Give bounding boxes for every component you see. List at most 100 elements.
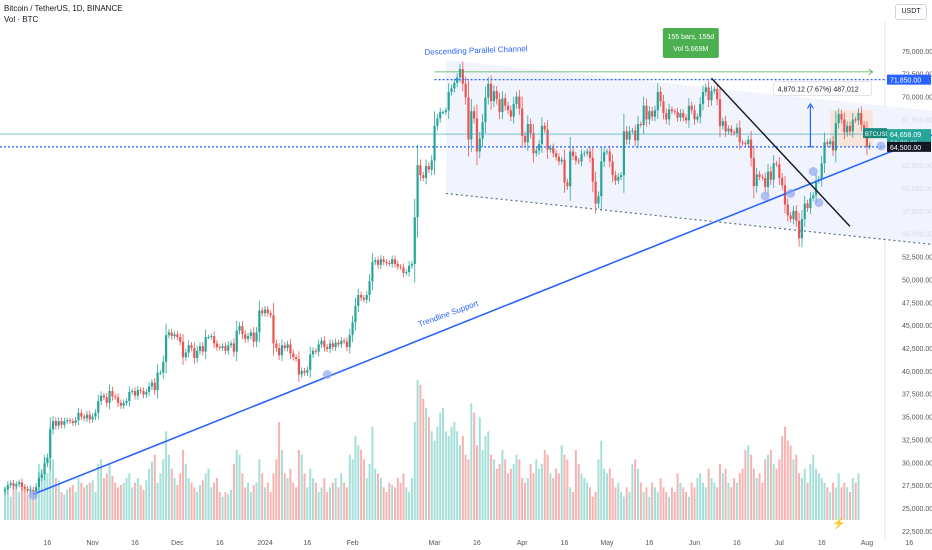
candle: [391, 255, 394, 268]
candle-body: [814, 180, 818, 196]
candle-body: [659, 92, 662, 102]
volume-bar: [297, 450, 300, 520]
volume-bar: [125, 478, 128, 520]
candle: [232, 338, 236, 357]
volume-bar: [26, 494, 29, 520]
candle: [795, 205, 798, 227]
volume-bar: [408, 492, 411, 520]
volume-bar: [772, 464, 775, 520]
candle-body: [608, 151, 611, 162]
candle-body: [495, 91, 498, 100]
candle-body: [566, 182, 569, 187]
candle: [868, 142, 871, 150]
volume-bar: [750, 454, 753, 520]
candle-body: [269, 313, 272, 316]
candle-body: [653, 110, 657, 117]
volume-bar: [52, 459, 55, 520]
volume-bar: [377, 473, 380, 520]
candle: [690, 101, 693, 115]
volume-bar: [49, 426, 52, 520]
candle-body: [597, 196, 600, 204]
volume-bar: [620, 492, 623, 520]
candle-body: [741, 142, 744, 144]
candle: [478, 131, 481, 159]
candle-body: [617, 177, 620, 181]
candle: [865, 121, 869, 156]
volume-bar: [702, 482, 705, 520]
candle-body: [625, 131, 628, 140]
candle: [128, 386, 131, 407]
volume-bar: [676, 473, 679, 520]
candle: [348, 328, 351, 354]
candle: [840, 109, 843, 124]
volume-bar: [179, 473, 182, 520]
candle-body: [441, 112, 445, 114]
candle: [114, 393, 117, 400]
volume-bar: [538, 468, 541, 520]
candle-body: [430, 160, 433, 170]
candle-body: [382, 259, 385, 263]
candle-body: [529, 124, 532, 134]
candle-body: [201, 346, 204, 352]
volume-bar: [755, 478, 758, 520]
candle-body: [337, 342, 340, 345]
volume-bar: [670, 487, 673, 520]
volume-bar: [32, 492, 35, 520]
candle: [696, 113, 699, 123]
candle-body: [23, 486, 26, 489]
volume-bar: [114, 482, 117, 520]
volume-bar: [66, 489, 69, 520]
volume-bar: [625, 487, 628, 520]
volume-bar: [283, 473, 286, 520]
volume-bar: [540, 464, 543, 520]
volume-bar: [221, 496, 224, 520]
candle-body: [108, 390, 111, 403]
candle-body: [244, 334, 247, 339]
y-tick-label: 70,000.00: [902, 95, 932, 102]
candle: [733, 129, 736, 136]
candle-body: [478, 138, 481, 152]
volume-bar: [368, 464, 371, 520]
y-tick-label: 30,000.00: [902, 460, 932, 467]
candle-layer: [3, 61, 871, 496]
volume-bar: [492, 459, 495, 520]
candle-body: [393, 259, 397, 264]
volume-bar: [783, 426, 786, 520]
candle: [727, 125, 730, 135]
volume-bar: [97, 464, 100, 520]
candle: [357, 288, 360, 313]
touch-point-marker: [322, 370, 332, 380]
candle: [495, 85, 498, 105]
candle: [66, 417, 69, 424]
candle: [860, 106, 863, 132]
candle: [385, 259, 388, 266]
candle-body: [97, 401, 100, 413]
candle: [258, 300, 261, 343]
candle-body: [391, 259, 394, 264]
candle-body: [258, 310, 261, 333]
volume-bar: [328, 487, 331, 520]
candle: [108, 384, 111, 410]
candle: [670, 106, 674, 115]
y-tick-label: 35,000.00: [902, 415, 932, 422]
candle-body: [190, 345, 193, 348]
candle: [303, 367, 306, 376]
volume-bar: [478, 417, 481, 520]
volume-bar: [156, 482, 159, 520]
candle-body: [323, 340, 326, 348]
candle: [498, 92, 501, 119]
x-tick-label: Jul: [775, 540, 784, 547]
candle: [162, 355, 165, 379]
candle: [334, 338, 337, 351]
currency-unit-button[interactable]: USDT: [895, 4, 927, 20]
candle-body: [611, 161, 614, 176]
candle-body: [464, 83, 467, 98]
candle-body: [586, 151, 589, 154]
candle: [213, 331, 216, 349]
volume-bar: [433, 440, 436, 520]
candle-body: [656, 92, 659, 111]
candle-body: [487, 83, 490, 98]
candle: [173, 331, 176, 340]
candle-body: [43, 463, 46, 475]
